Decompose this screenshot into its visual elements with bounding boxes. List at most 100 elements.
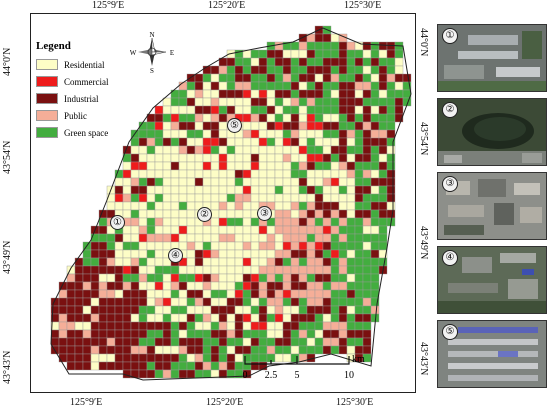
land-use-cell — [162, 201, 172, 211]
land-use-cell — [274, 153, 284, 163]
land-use-cell — [354, 193, 364, 203]
land-use-cell — [242, 321, 252, 331]
land-use-cell — [394, 65, 404, 75]
land-use-cell — [186, 257, 196, 267]
land-use-cell — [154, 105, 164, 115]
land-use-cell — [322, 273, 332, 283]
land-use-cell — [282, 105, 292, 115]
land-use-cell — [290, 169, 300, 179]
latitude-tick-right-2: 43°54′N — [418, 122, 429, 156]
land-use-cell — [242, 57, 252, 67]
land-use-cell — [218, 313, 228, 323]
land-use-cell — [234, 145, 244, 155]
land-use-cell — [266, 329, 276, 339]
land-use-cell — [258, 97, 268, 107]
land-use-cell — [138, 337, 148, 347]
land-use-cell — [58, 305, 68, 315]
land-use-cell — [234, 345, 244, 355]
land-use-cell — [226, 97, 236, 107]
land-use-cell — [314, 225, 324, 235]
land-use-cell — [170, 305, 180, 315]
land-use-cell — [298, 241, 308, 251]
land-use-cell — [346, 161, 356, 171]
land-use-cell — [250, 241, 260, 251]
land-use-cell — [314, 193, 324, 203]
land-use-cell — [338, 81, 348, 91]
land-use-cell — [162, 113, 172, 123]
land-use-cell — [362, 313, 372, 323]
land-use-cell — [362, 209, 372, 219]
land-use-cell — [314, 297, 324, 307]
land-use-cell — [266, 265, 276, 275]
land-use-cell — [258, 185, 268, 195]
land-use-cell — [298, 73, 308, 83]
land-use-cell — [338, 73, 348, 83]
land-use-cell — [378, 49, 388, 59]
land-use-cell — [146, 257, 156, 267]
land-use-cell — [298, 289, 308, 299]
land-use-cell — [170, 265, 180, 275]
land-use-cell — [226, 89, 236, 99]
land-use-cell — [282, 289, 292, 299]
land-use-cell — [146, 121, 156, 131]
land-use-cell — [386, 57, 396, 67]
land-use-cell — [394, 73, 404, 83]
land-use-cell — [362, 97, 372, 107]
land-use-cell — [258, 57, 268, 67]
land-use-cell — [282, 257, 292, 267]
land-use-cell — [242, 121, 252, 131]
land-use-cell — [362, 41, 372, 51]
land-use-cell — [218, 217, 228, 227]
land-use-cell — [258, 153, 268, 163]
land-use-cell — [322, 217, 332, 227]
land-use-cell — [354, 329, 364, 339]
land-use-cell — [338, 153, 348, 163]
land-use-cell — [178, 137, 188, 147]
land-use-cell — [122, 305, 132, 315]
land-use-cell — [90, 297, 100, 307]
land-use-cell — [66, 321, 76, 331]
land-use-cell — [282, 305, 292, 315]
land-use-cell — [290, 233, 300, 243]
land-use-cell — [242, 249, 252, 259]
land-use-cell — [106, 289, 116, 299]
land-use-cell — [146, 345, 156, 355]
land-use-cell — [138, 289, 148, 299]
land-use-cell — [146, 329, 156, 339]
land-use-cell — [146, 281, 156, 291]
land-use-cell — [202, 97, 212, 107]
land-use-cell — [242, 65, 252, 75]
land-use-cell — [138, 345, 148, 355]
land-use-cell — [338, 177, 348, 187]
land-use-cell — [50, 329, 60, 339]
land-use-cell — [386, 81, 396, 91]
land-use-cell — [330, 113, 340, 123]
land-use-cell — [234, 233, 244, 243]
land-use-cell — [322, 313, 332, 323]
land-use-cell — [354, 105, 364, 115]
land-use-cell — [114, 265, 124, 275]
land-use-cell — [298, 217, 308, 227]
land-use-cell — [178, 289, 188, 299]
land-use-cell — [130, 249, 140, 259]
land-use-cell — [242, 217, 252, 227]
land-use-cell — [298, 185, 308, 195]
land-use-cell — [122, 321, 132, 331]
land-use-cell — [122, 241, 132, 251]
site-marker-3: ③ — [257, 206, 272, 221]
land-use-cell — [66, 337, 76, 347]
land-use-cell — [314, 49, 324, 59]
land-use-cell — [66, 361, 76, 371]
latitude-tick-right-3: 43°49′N — [418, 226, 429, 260]
land-use-cell — [234, 57, 244, 67]
land-use-cell — [210, 97, 220, 107]
north-arrow: N E S W — [130, 30, 174, 75]
land-use-cell — [370, 129, 380, 139]
land-use-cell — [154, 153, 164, 163]
land-use-cell — [178, 297, 188, 307]
land-use-cell — [386, 161, 396, 171]
land-use-cell — [290, 113, 300, 123]
land-use-cell — [330, 49, 340, 59]
land-use-cell — [170, 169, 180, 179]
land-use-cell — [154, 193, 164, 203]
